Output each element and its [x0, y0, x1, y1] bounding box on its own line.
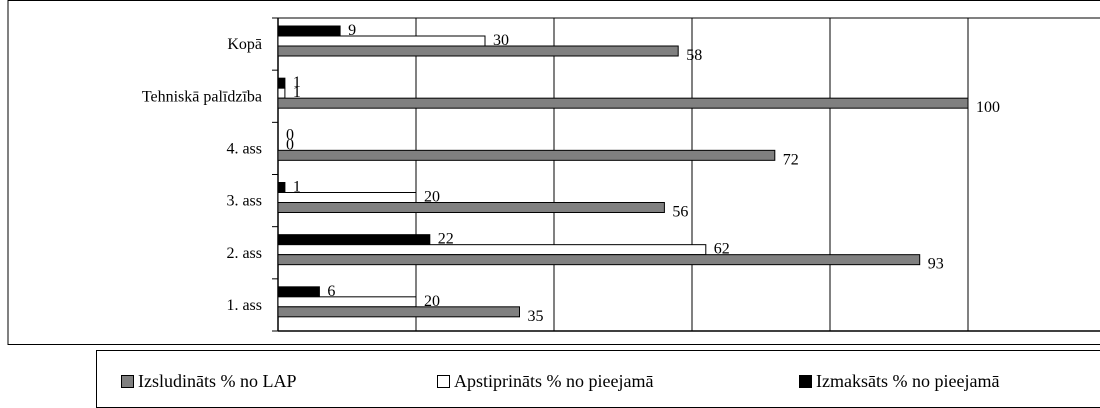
- data-label: 62: [714, 241, 730, 258]
- category-label: Tehniskā palīdzība: [142, 88, 262, 105]
- category-label: 1. ass: [226, 297, 262, 314]
- legend-swatch-apstiprinats: [437, 375, 450, 388]
- data-label: 9: [348, 22, 356, 39]
- legend-item-apstiprinats: Apstiprināts % no pieejamā: [437, 371, 653, 392]
- chart-frame: [7, 0, 1100, 345]
- category-label: 4. ass: [226, 140, 262, 157]
- legend-swatch-izmaksats: [799, 375, 812, 388]
- bar: [277, 192, 417, 203]
- bar-chart: 1. ass 6 20 35 2. ass 22 62 93 3. ass 1 20 56 4. ass…: [7, 0, 1100, 345]
- bar: [277, 97, 969, 109]
- bar: [277, 296, 417, 308]
- category-label: Kopā: [227, 36, 262, 53]
- data-label: 0: [286, 126, 294, 143]
- bar: [277, 77, 286, 89]
- data-label: 1: [293, 74, 301, 91]
- bar: [277, 182, 286, 193]
- bar: [277, 87, 286, 99]
- bar: [277, 35, 486, 47]
- legend-item-izsludinats: Izsludināts % no LAP: [121, 371, 296, 392]
- legend-label-izsludinats: Izsludināts % no LAP: [138, 371, 297, 391]
- bar: [277, 149, 776, 161]
- legend-label-izmaksats: Izmaksāts % no pieejamā: [816, 371, 1000, 391]
- data-label: 100: [976, 99, 1000, 116]
- bar: [277, 202, 665, 213]
- data-label: 30: [493, 32, 509, 49]
- data-label: 20: [424, 189, 440, 206]
- legend-swatch-izsludinats: [121, 375, 134, 388]
- category-label: 2. ass: [226, 245, 262, 262]
- data-label: 1: [293, 179, 301, 196]
- bar: [277, 234, 431, 246]
- data-label: 22: [438, 231, 454, 248]
- chart-legend: Izsludināts % no LAP Apstiprināts % no p…: [96, 350, 1100, 408]
- data-label: 58: [686, 47, 702, 64]
- bar: [277, 254, 921, 266]
- data-label: 20: [424, 293, 440, 310]
- data-label: 0: [286, 136, 294, 153]
- data-label: 56: [672, 204, 688, 221]
- category-label: 3. ass: [226, 193, 262, 210]
- bar: [277, 25, 341, 37]
- bar: [277, 244, 707, 256]
- data-label: 72: [783, 151, 799, 168]
- bar: [277, 306, 520, 318]
- data-label: 93: [928, 256, 944, 273]
- legend-label-apstiprinats: Apstiprināts % no pieejamā: [454, 371, 654, 391]
- legend-item-izmaksats: Izmaksāts % no pieejamā: [799, 371, 999, 392]
- bar: [277, 286, 320, 298]
- data-label: 1: [293, 84, 301, 101]
- data-label: 6: [327, 283, 335, 300]
- bar: [277, 45, 679, 57]
- data-label: 35: [528, 308, 544, 325]
